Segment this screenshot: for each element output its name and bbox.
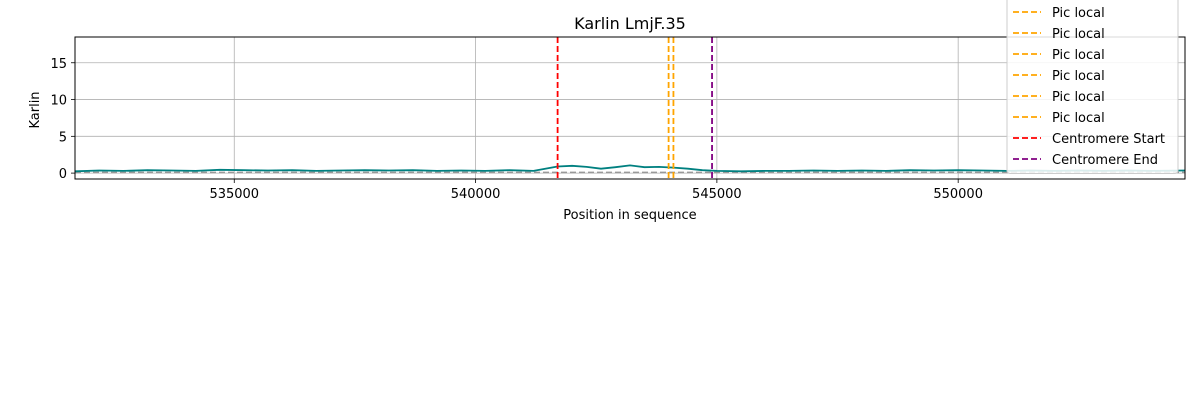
legend-label: Centromere End: [1052, 153, 1158, 168]
x-tick-label: 540000: [451, 187, 501, 202]
y-tick-label: 5: [59, 130, 67, 145]
legend-label: Pic local: [1052, 90, 1105, 105]
plot-frame: [74, 36, 1186, 180]
y-tick-label: 10: [50, 94, 67, 109]
y-tick-label: 0: [59, 167, 67, 182]
x-tick-label: 550000: [933, 187, 983, 202]
chart-title: Karlin LmjF.35: [574, 14, 686, 33]
legend-label: Pic local: [1052, 111, 1105, 126]
legend-label: Pic local: [1052, 27, 1105, 42]
legend: Pic local Pic local Pic local Pic local Pic …: [1006, 0, 1179, 174]
legend-label: Pic local: [1052, 6, 1105, 21]
series-lines: [74, 164, 1186, 173]
x-tick-label: 535000: [209, 187, 259, 202]
vertical-markers: [556, 37, 713, 179]
x-tick-label: 545000: [692, 187, 742, 202]
y-axis-label: Karlin: [28, 91, 43, 128]
legend-label: Centromere Start: [1052, 132, 1165, 147]
legend-label: Pic local: [1052, 48, 1105, 63]
legend-label: Pic local: [1052, 69, 1105, 84]
axis-ticks: 535000 540000 545000 550000 0 5 10 15: [50, 57, 983, 202]
y-tick-label: 15: [50, 57, 67, 72]
x-axis-label: Position in sequence: [563, 208, 696, 223]
karlin-series-line: [74, 164, 1186, 173]
legend-box: [1006, 0, 1179, 174]
